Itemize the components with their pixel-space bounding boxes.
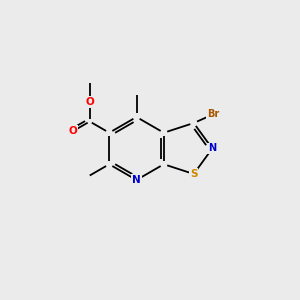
Text: Br: Br xyxy=(207,110,219,119)
Text: S: S xyxy=(190,169,197,179)
Text: N: N xyxy=(132,175,141,185)
Text: O: O xyxy=(85,97,94,107)
Text: O: O xyxy=(68,126,77,136)
Text: N: N xyxy=(208,143,216,154)
